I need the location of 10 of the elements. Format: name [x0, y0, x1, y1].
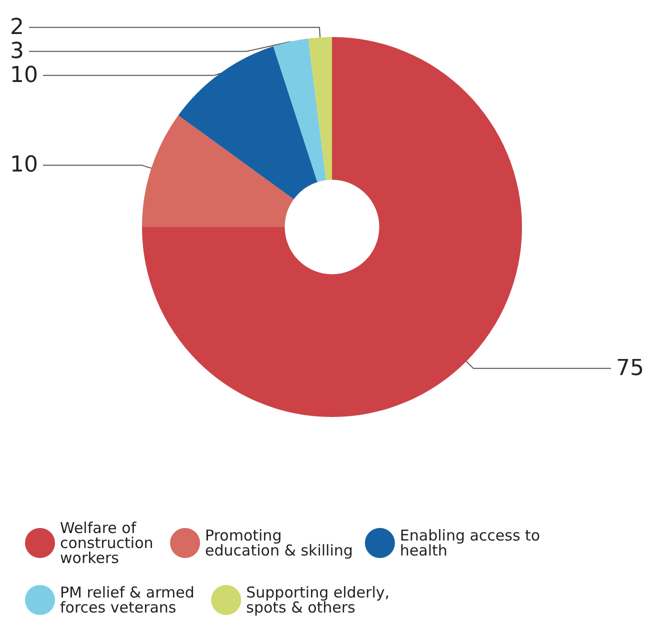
data-label: 2 — [10, 14, 24, 40]
legend-label: Supporting elderly, spots & others — [246, 584, 394, 616]
legend-label: PM relief & armed forces veterans — [60, 584, 200, 616]
data-label: 3 — [10, 38, 24, 64]
data-label: 10 — [10, 62, 38, 88]
legend-label: Promoting education & skilling — [205, 526, 353, 560]
legend-label: Welfare of construction workers — [60, 519, 158, 567]
legend-label: Enabling access to health — [400, 526, 545, 560]
data-label: 10 — [10, 152, 38, 178]
data-label: 75 — [616, 356, 644, 381]
